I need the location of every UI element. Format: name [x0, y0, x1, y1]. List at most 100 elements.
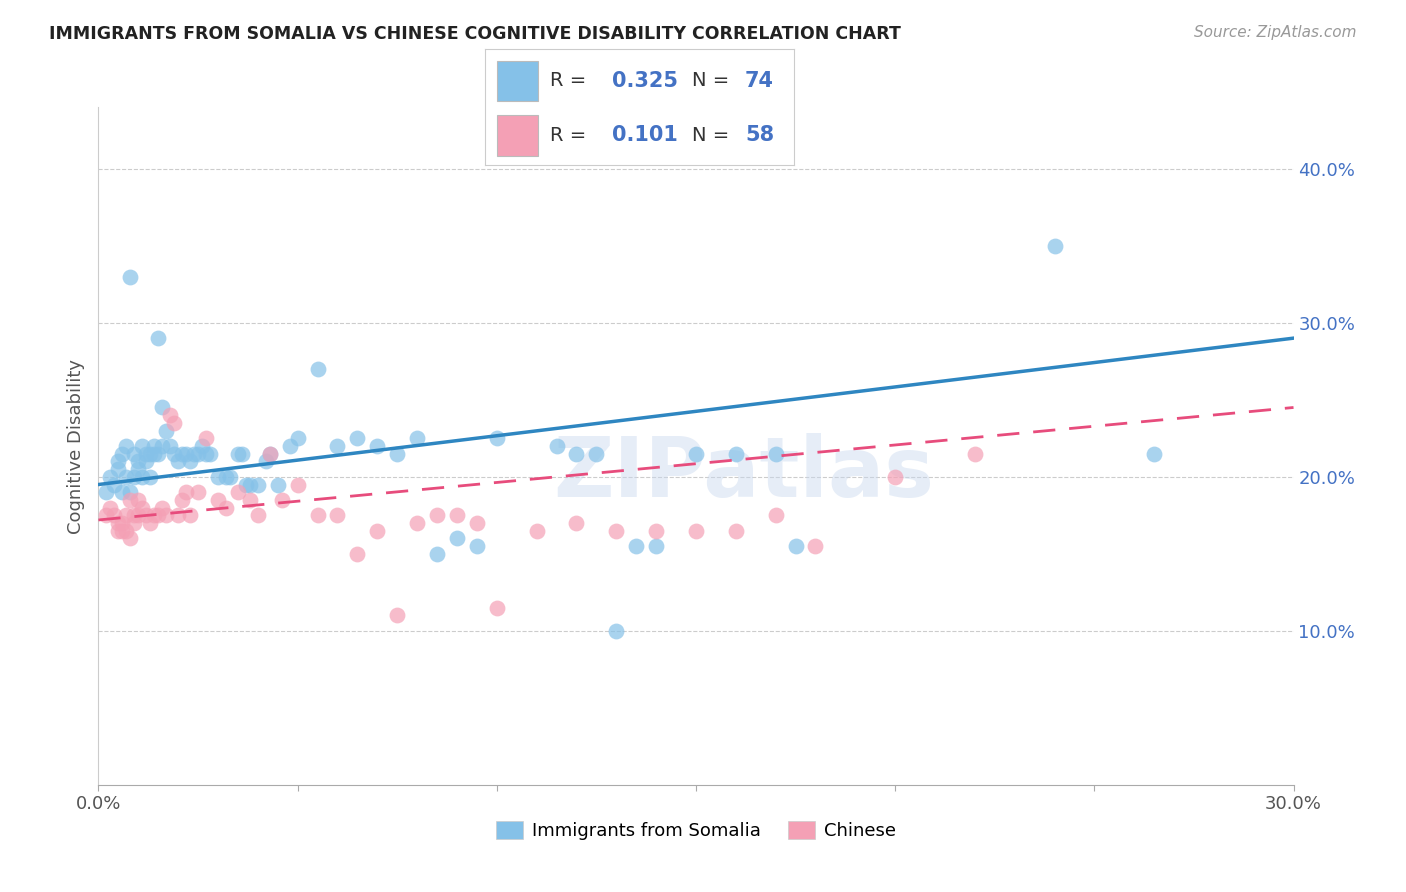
Point	[226, 447, 249, 461]
Point	[111, 447, 134, 461]
FancyBboxPatch shape	[498, 115, 537, 156]
Text: 0.101: 0.101	[612, 126, 678, 145]
Text: ZIPatlas: ZIPatlas	[554, 433, 934, 514]
Point	[148, 508, 170, 523]
Point	[163, 447, 186, 461]
Point	[115, 508, 138, 523]
Point	[150, 500, 173, 515]
Point	[195, 431, 218, 445]
Point	[246, 508, 269, 523]
Point	[135, 454, 157, 468]
Point	[131, 439, 153, 453]
Point	[163, 416, 186, 430]
Point	[215, 500, 238, 515]
Point	[103, 477, 125, 491]
Point	[326, 508, 349, 523]
Point	[485, 600, 508, 615]
Point	[148, 331, 170, 345]
Point	[307, 362, 329, 376]
Text: N =: N =	[692, 71, 735, 90]
Point	[135, 508, 157, 523]
Point	[231, 447, 253, 461]
Text: N =: N =	[692, 126, 735, 145]
Point	[446, 508, 468, 523]
Point	[426, 547, 449, 561]
Point	[107, 516, 129, 530]
Point	[884, 470, 907, 484]
Point	[546, 439, 568, 453]
Point	[254, 454, 277, 468]
Point	[139, 447, 162, 461]
Point	[155, 424, 177, 438]
Point	[406, 516, 429, 530]
Point	[124, 447, 146, 461]
Point	[150, 439, 173, 453]
Point	[198, 447, 221, 461]
Point	[127, 492, 149, 507]
Point	[131, 470, 153, 484]
Point	[346, 547, 368, 561]
Legend: Immigrants from Somalia, Chinese: Immigrants from Somalia, Chinese	[489, 814, 903, 847]
Point	[645, 524, 668, 538]
Point	[115, 524, 138, 538]
Point	[239, 492, 262, 507]
Text: R =: R =	[550, 71, 592, 90]
Point	[235, 477, 257, 491]
Point	[278, 439, 301, 453]
Point	[115, 439, 138, 453]
Point	[765, 447, 787, 461]
Point	[446, 532, 468, 546]
Point	[346, 431, 368, 445]
Point	[183, 447, 205, 461]
Point	[179, 454, 201, 468]
Point	[465, 516, 488, 530]
Point	[239, 477, 262, 491]
Point	[565, 516, 588, 530]
Point	[124, 516, 146, 530]
Point	[526, 524, 548, 538]
Point	[174, 485, 197, 500]
Point	[465, 539, 488, 553]
Text: Source: ZipAtlas.com: Source: ZipAtlas.com	[1194, 25, 1357, 40]
Point	[155, 508, 177, 523]
Point	[645, 539, 668, 553]
Point	[765, 508, 787, 523]
Point	[115, 470, 138, 484]
Point	[139, 516, 162, 530]
Point	[98, 500, 122, 515]
Text: IMMIGRANTS FROM SOMALIA VS CHINESE COGNITIVE DISABILITY CORRELATION CHART: IMMIGRANTS FROM SOMALIA VS CHINESE COGNI…	[49, 25, 901, 43]
Text: 58: 58	[745, 126, 775, 145]
Point	[187, 447, 209, 461]
Point	[143, 508, 166, 523]
Point	[139, 470, 162, 484]
Point	[131, 500, 153, 515]
Point	[159, 408, 181, 422]
Point	[605, 624, 627, 638]
Point	[148, 447, 170, 461]
Point	[187, 485, 209, 500]
Point	[127, 462, 149, 476]
Point	[406, 431, 429, 445]
Point	[724, 524, 747, 538]
Point	[1043, 238, 1066, 252]
Point	[267, 477, 290, 491]
Point	[167, 508, 190, 523]
Point	[963, 447, 986, 461]
Point	[385, 447, 409, 461]
Point	[804, 539, 827, 553]
Point	[287, 477, 309, 491]
Point	[120, 492, 142, 507]
Point	[120, 485, 142, 500]
Point	[150, 401, 173, 415]
Point	[485, 431, 508, 445]
Point	[195, 447, 218, 461]
Point	[124, 508, 146, 523]
Point	[626, 539, 648, 553]
Point	[215, 470, 238, 484]
Point	[135, 447, 157, 461]
Point	[96, 508, 118, 523]
Point	[685, 447, 707, 461]
Point	[120, 532, 142, 546]
Point	[103, 508, 125, 523]
Point	[426, 508, 449, 523]
